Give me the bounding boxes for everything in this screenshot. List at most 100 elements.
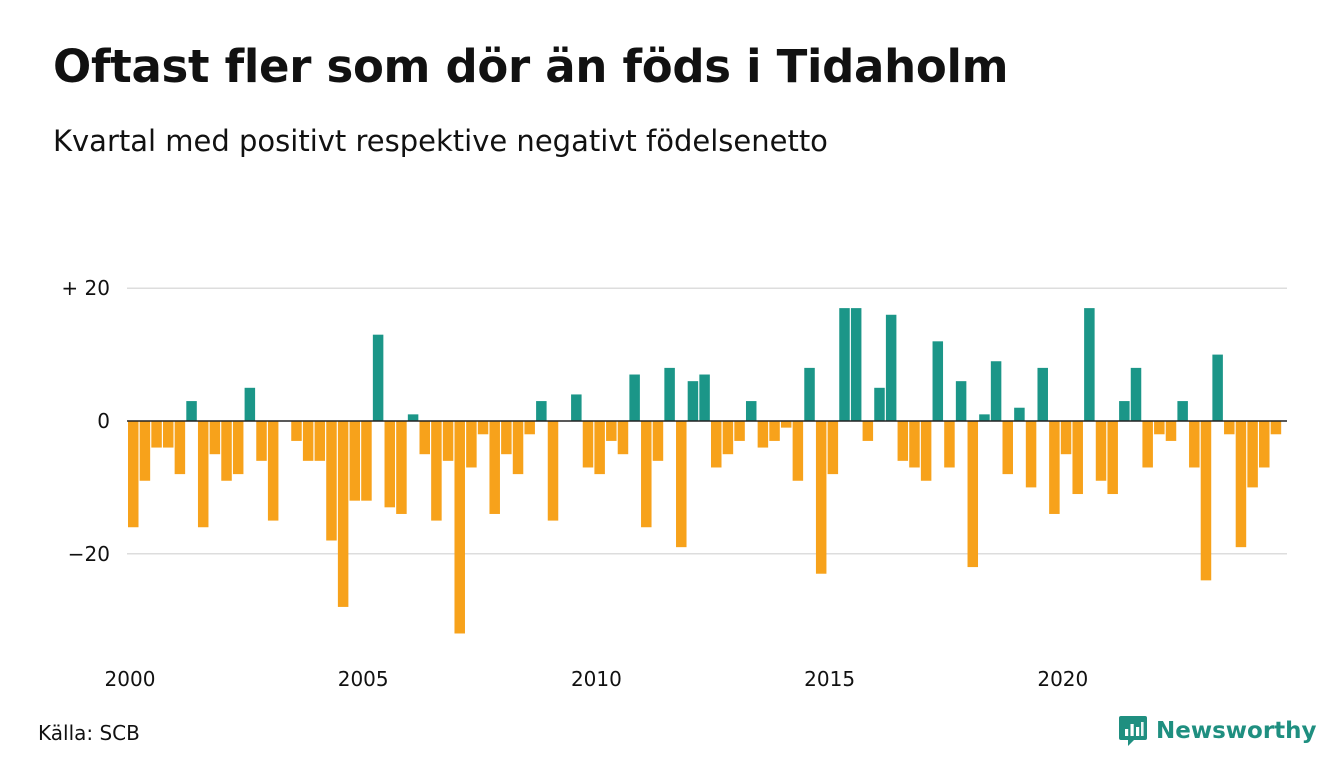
bar	[1119, 401, 1130, 421]
bar	[1060, 421, 1072, 455]
bar	[186, 401, 197, 421]
bar	[1247, 421, 1258, 488]
bar	[454, 421, 465, 634]
bar	[1107, 421, 1118, 495]
bar	[1154, 421, 1165, 435]
bar	[1235, 421, 1247, 548]
bar	[314, 421, 326, 461]
bar	[1259, 421, 1270, 468]
bar	[512, 421, 524, 475]
bar	[477, 421, 489, 435]
newsworthy-logo[interactable]: Newsworthy	[1118, 713, 1317, 749]
bar	[1130, 367, 1142, 421]
bar	[419, 421, 430, 455]
bar	[850, 308, 862, 421]
bar	[501, 421, 512, 455]
bar	[582, 421, 594, 468]
bar	[1002, 421, 1013, 475]
bar	[302, 421, 314, 461]
bar	[1084, 308, 1095, 421]
bar	[990, 361, 1002, 421]
bar	[1014, 407, 1025, 421]
bar	[932, 341, 944, 421]
bar	[407, 414, 419, 421]
bar	[979, 414, 990, 421]
bar	[536, 401, 547, 421]
bar	[1200, 421, 1212, 581]
bar	[197, 421, 209, 528]
bar	[1212, 354, 1223, 421]
bar	[955, 381, 967, 421]
bar	[641, 421, 652, 528]
bar	[396, 421, 407, 514]
bar	[547, 421, 559, 521]
bar	[361, 421, 372, 501]
bar	[1095, 421, 1107, 481]
bar	[489, 421, 500, 514]
bar	[664, 367, 675, 421]
bar	[244, 387, 256, 421]
chart-subtitle: Kvartal med positivt respektive negativt…	[53, 124, 828, 158]
bar	[221, 421, 232, 481]
bar	[232, 421, 244, 475]
bar	[827, 421, 839, 475]
x-tick-label: 2020	[1037, 667, 1088, 691]
bar	[944, 421, 955, 468]
bar	[792, 421, 804, 481]
bar	[466, 421, 477, 468]
bar	[571, 394, 582, 421]
bar	[128, 421, 139, 528]
bar	[967, 421, 979, 568]
bar	[442, 421, 454, 461]
bar	[174, 421, 186, 475]
bar	[594, 421, 605, 475]
bar	[699, 374, 710, 421]
newsworthy-logo-text: Newsworthy	[1156, 718, 1317, 744]
bar	[815, 421, 827, 574]
bar	[711, 421, 722, 468]
bar	[897, 421, 909, 461]
bar	[1049, 421, 1060, 514]
bar	[524, 421, 535, 435]
bar	[920, 421, 932, 481]
bar	[1189, 421, 1200, 468]
bar	[757, 421, 769, 448]
bar	[1224, 421, 1235, 435]
chart-title: Oftast fler som dör än föds i Tidaholm	[53, 40, 1009, 93]
bar	[337, 421, 349, 607]
bar	[617, 421, 629, 455]
bar	[687, 381, 699, 421]
y-tick-label: 0	[97, 409, 110, 433]
bar	[1270, 421, 1282, 435]
bar	[267, 421, 279, 521]
bar	[1025, 421, 1037, 488]
x-tick-label: 2015	[804, 667, 855, 691]
bar	[606, 421, 617, 441]
bar	[676, 421, 687, 548]
bar-chart: + 20 0 −20 2000 2005 2010 2015 2020	[61, 276, 1287, 691]
x-tick-label: 2005	[338, 667, 389, 691]
bar	[839, 308, 850, 421]
y-tick-label: + 20	[61, 276, 110, 300]
bar	[804, 367, 815, 421]
bar	[780, 421, 792, 428]
bar	[326, 421, 337, 541]
bar	[1177, 401, 1188, 421]
x-tick-label: 2010	[571, 667, 622, 691]
bar	[629, 374, 640, 421]
bar	[1165, 421, 1177, 441]
bar	[1037, 367, 1048, 421]
bar	[256, 421, 267, 461]
bar	[874, 387, 885, 421]
bar	[1072, 421, 1083, 495]
newsworthy-logo-icon	[1119, 716, 1147, 746]
bar	[372, 334, 384, 421]
bar	[652, 421, 664, 461]
bar	[291, 421, 302, 441]
bar	[431, 421, 442, 521]
bar	[745, 401, 757, 421]
bar	[1142, 421, 1153, 468]
bar	[139, 421, 151, 481]
bar	[734, 421, 745, 441]
bar	[384, 421, 396, 508]
